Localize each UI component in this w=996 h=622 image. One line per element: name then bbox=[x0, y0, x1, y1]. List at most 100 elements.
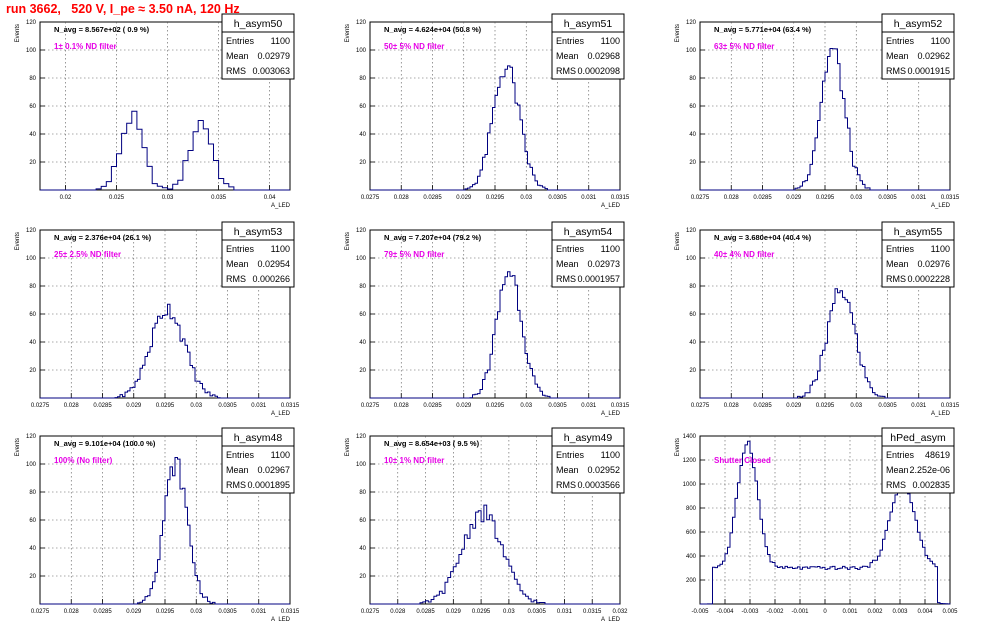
y-tick-label: 20 bbox=[29, 160, 36, 166]
stats-key-entries: Entries bbox=[556, 244, 585, 254]
stats-key-rms: RMS bbox=[886, 66, 906, 76]
x-tick-label: 0.0315 bbox=[941, 403, 960, 409]
stats-key-rms: RMS bbox=[226, 480, 246, 490]
y-tick-label: 1000 bbox=[683, 482, 697, 488]
x-tick-label: 0.028 bbox=[394, 403, 410, 409]
y-tick-label: 80 bbox=[359, 490, 366, 496]
y-axis-label: Events bbox=[345, 232, 351, 250]
y-axis-label: Events bbox=[15, 24, 21, 42]
x-tick-label: 0.03 bbox=[520, 403, 532, 409]
stats-key-rms: RMS bbox=[886, 274, 906, 284]
histogram-series bbox=[700, 48, 950, 191]
stats-value-entries: 48619 bbox=[925, 450, 950, 460]
filter-label: 100% (No filter) bbox=[54, 456, 113, 465]
stats-value-rms: 0.0001895 bbox=[247, 480, 290, 490]
y-tick-label: 20 bbox=[689, 160, 696, 166]
y-axis-label: Events bbox=[675, 232, 681, 250]
x-tick-label: 0.005 bbox=[942, 609, 958, 615]
histogram-panel-h_asym48: 0.0275 0.028 0.0285 0.029 0.0295 0.03 0.0305 0.… bbox=[15, 427, 300, 622]
x-tick-label: 0.003 bbox=[892, 609, 908, 615]
y-tick-label: 60 bbox=[359, 104, 366, 110]
stats-body-frame bbox=[221, 445, 295, 494]
x-tick-label: 0.0305 bbox=[548, 195, 567, 201]
stats-title: h_asym52 bbox=[894, 18, 943, 30]
stats-title: hPed_asym bbox=[890, 432, 946, 444]
x-tick-label: 0.025 bbox=[109, 195, 125, 201]
y-tick-label: 20 bbox=[689, 368, 696, 374]
x-tick-label: 0.0275 bbox=[361, 403, 380, 409]
stats-value-mean: 0.02979 bbox=[257, 51, 290, 61]
navg-label: N_avg = 8.654e+03 ( 9.5 %) bbox=[384, 439, 480, 448]
stats-box: h_asym52 Entries 1100 Mean 0.02962 RMS 0.00019… bbox=[881, 13, 955, 80]
x-tick-label: 0.0295 bbox=[816, 195, 835, 201]
x-tick-label: 0.0295 bbox=[156, 609, 175, 615]
histogram-panel-h_asym50: 0.02 0.025 0.03 0.035 0.04 20 40 60 80 100 120 Even… bbox=[15, 13, 295, 209]
x-tick-label: 0.0305 bbox=[878, 403, 897, 409]
x-tick-label: -0.003 bbox=[741, 609, 759, 615]
stats-title: h_asym48 bbox=[234, 432, 283, 444]
stats-value-mean: 0.02952 bbox=[587, 465, 620, 475]
x-tick-label: 0.0305 bbox=[527, 609, 546, 615]
y-tick-label: 60 bbox=[359, 312, 366, 318]
stats-value-entries: 1100 bbox=[601, 36, 620, 46]
x-tick-label: -0.002 bbox=[766, 609, 784, 615]
stats-value-mean: 0.02962 bbox=[917, 51, 950, 61]
stats-title: h_asym54 bbox=[564, 226, 613, 238]
x-tick-label: 0.0285 bbox=[753, 403, 772, 409]
stats-box: h_asym54 Entries 1100 Mean 0.02973 RMS 0.00019… bbox=[551, 221, 625, 288]
stats-box: h_asym51 Entries 1100 Mean 0.02968 RMS 0.00020… bbox=[551, 13, 625, 80]
histogram-series bbox=[40, 303, 290, 399]
stats-key-entries: Entries bbox=[886, 244, 915, 254]
x-tick-label: 0.031 bbox=[251, 609, 267, 615]
y-tick-label: 100 bbox=[26, 462, 37, 468]
x-tick-label: 0.0275 bbox=[361, 195, 380, 201]
histogram-panel-h_asym51: 0.0275 0.028 0.0285 0.029 0.0295 0.03 0.0305 0.… bbox=[345, 13, 630, 209]
x-tick-label: 0.03 bbox=[190, 403, 202, 409]
stats-key-rms: RMS bbox=[886, 480, 906, 490]
stats-body-frame bbox=[221, 239, 295, 288]
y-tick-label: 120 bbox=[356, 434, 367, 440]
y-tick-label: 120 bbox=[26, 20, 37, 26]
y-tick-label: 1400 bbox=[683, 434, 697, 440]
x-tick-label: 0.0295 bbox=[156, 403, 175, 409]
x-tick-label: 0.0305 bbox=[878, 195, 897, 201]
x-tick-label: 0.03 bbox=[162, 195, 174, 201]
histogram-panel-hPed_asym: -0.005 -0.004 -0.003 -0.002 -0.001 0 0.001 0.00… bbox=[675, 427, 958, 615]
stats-value-mean: 0.02968 bbox=[587, 51, 620, 61]
y-tick-label: 120 bbox=[26, 228, 37, 234]
x-tick-label: 0.001 bbox=[842, 609, 858, 615]
x-axis-label: A_LED bbox=[931, 203, 951, 209]
page-title: run 3662, 520 V, I_pe ≈ 3.50 nA, 120 Hz bbox=[6, 2, 240, 16]
x-axis-label: A_LED bbox=[271, 203, 291, 209]
y-tick-label: 20 bbox=[29, 368, 36, 374]
x-tick-label: 0.0315 bbox=[611, 403, 630, 409]
stats-key-rms: RMS bbox=[226, 274, 246, 284]
histogram-panel-h_asym49: 0.0275 0.028 0.0285 0.029 0.0295 0.03 0.0305 0.… bbox=[345, 427, 628, 622]
y-tick-label: 100 bbox=[26, 256, 37, 262]
x-tick-label: 0.031 bbox=[581, 195, 597, 201]
stats-body-frame bbox=[551, 239, 625, 288]
x-tick-label: 0.0285 bbox=[753, 195, 772, 201]
y-tick-label: 40 bbox=[359, 546, 366, 552]
stats-body-frame bbox=[881, 31, 955, 80]
x-tick-label: 0 bbox=[823, 609, 827, 615]
x-tick-label: 0.032 bbox=[612, 609, 628, 615]
y-tick-label: 80 bbox=[359, 76, 366, 82]
stats-key-mean: Mean bbox=[226, 465, 249, 475]
x-tick-label: 0.0295 bbox=[486, 403, 505, 409]
y-tick-label: 120 bbox=[356, 20, 367, 26]
x-tick-label: 0.028 bbox=[394, 195, 410, 201]
y-tick-label: 60 bbox=[359, 518, 366, 524]
y-tick-label: 60 bbox=[29, 518, 36, 524]
stats-box: h_asym50 Entries 1100 Mean 0.02979 RMS 0.00306… bbox=[221, 13, 295, 80]
navg-label: N_avg = 2.376e+04 (26.1 %) bbox=[54, 233, 152, 242]
x-tick-label: 0.002 bbox=[867, 609, 883, 615]
filter-label: 25± 2.5% ND filter bbox=[54, 250, 121, 259]
y-tick-label: 80 bbox=[359, 284, 366, 290]
stats-value-rms: 0.0001915 bbox=[907, 66, 950, 76]
stats-box: h_asym49 Entries 1100 Mean 0.02952 RMS 0.00035… bbox=[551, 427, 625, 494]
x-tick-label: 0.035 bbox=[211, 195, 227, 201]
x-tick-label: 0.03 bbox=[520, 195, 532, 201]
stats-key-entries: Entries bbox=[556, 36, 585, 46]
